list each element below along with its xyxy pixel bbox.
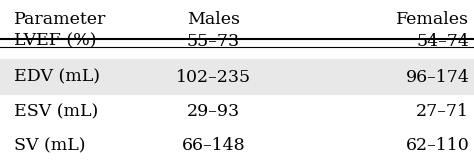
Text: Males: Males	[187, 11, 240, 28]
Text: 27–71: 27–71	[416, 103, 469, 120]
Text: ESV (mL): ESV (mL)	[14, 103, 99, 120]
Text: Females: Females	[396, 11, 469, 28]
Text: EDV (mL): EDV (mL)	[14, 69, 100, 86]
Text: Parameter: Parameter	[14, 11, 107, 28]
Text: 102–235: 102–235	[176, 69, 251, 86]
Text: 96–174: 96–174	[405, 69, 469, 86]
Text: LVEF (%): LVEF (%)	[14, 33, 97, 50]
Text: 55–73: 55–73	[187, 33, 240, 50]
Text: SV (mL): SV (mL)	[14, 137, 86, 154]
Text: 62–110: 62–110	[406, 137, 469, 154]
Bar	[0, 59, 474, 95]
Text: 54–74: 54–74	[416, 33, 469, 50]
Text: 66–148: 66–148	[182, 137, 245, 154]
Text: 29–93: 29–93	[187, 103, 240, 120]
